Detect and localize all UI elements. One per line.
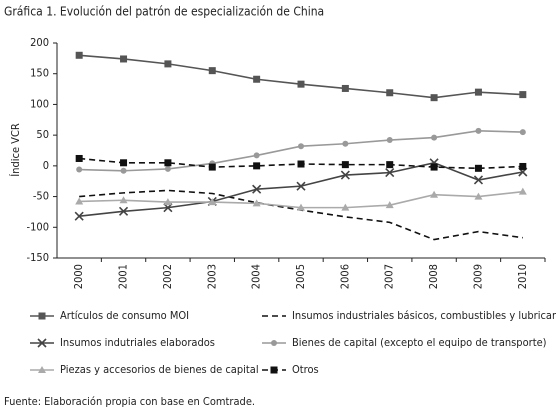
marker bbox=[253, 75, 261, 83]
marker bbox=[252, 199, 261, 207]
marker bbox=[386, 137, 393, 144]
marker bbox=[75, 197, 84, 205]
marker bbox=[252, 184, 262, 194]
marker bbox=[430, 190, 439, 198]
marker bbox=[76, 166, 83, 173]
x-tick-label: 2006 bbox=[338, 264, 351, 289]
marker bbox=[519, 91, 527, 99]
y-tick-label: -150 bbox=[27, 251, 49, 264]
marker bbox=[253, 162, 261, 170]
marker bbox=[163, 198, 172, 206]
series-line bbox=[79, 189, 523, 241]
y-tick-label: 100 bbox=[30, 97, 49, 110]
marker bbox=[74, 211, 84, 221]
marker bbox=[75, 51, 83, 59]
marker bbox=[518, 187, 527, 195]
marker bbox=[341, 84, 349, 92]
marker bbox=[474, 164, 482, 172]
marker bbox=[120, 55, 128, 63]
marker bbox=[475, 127, 482, 134]
legend-label: Piezas y accesorios de bienes de capital bbox=[60, 363, 259, 376]
marker bbox=[430, 163, 438, 171]
marker bbox=[37, 338, 47, 348]
marker bbox=[118, 206, 129, 216]
y-axis-label: Índice VCR bbox=[9, 123, 22, 177]
marker bbox=[430, 94, 438, 102]
marker bbox=[120, 167, 127, 174]
marker bbox=[270, 366, 278, 374]
marker bbox=[297, 80, 305, 88]
series-line bbox=[79, 54, 523, 99]
marker bbox=[474, 192, 483, 200]
marker bbox=[296, 181, 306, 191]
x-tick-label: 2000 bbox=[72, 264, 85, 289]
marker bbox=[341, 203, 350, 211]
marker bbox=[164, 60, 172, 68]
x-tick-label: 2002 bbox=[161, 264, 174, 289]
marker bbox=[208, 163, 216, 171]
marker bbox=[340, 170, 350, 180]
source: Fuente: Elaboración propia con base en C… bbox=[4, 395, 255, 408]
y-tick-label: 50 bbox=[36, 128, 49, 141]
marker bbox=[253, 152, 260, 159]
legend-label: Bienes de capital (excepto el equipo de … bbox=[292, 336, 547, 349]
marker bbox=[271, 340, 277, 346]
marker bbox=[298, 143, 304, 150]
y-tick-label: 200 bbox=[30, 36, 49, 49]
marker bbox=[297, 203, 305, 211]
marker bbox=[431, 134, 438, 141]
x-tick-label: 2004 bbox=[250, 264, 263, 289]
y-tick-label: 150 bbox=[30, 67, 49, 80]
marker bbox=[341, 161, 349, 169]
marker bbox=[164, 165, 171, 172]
marker bbox=[297, 160, 305, 168]
marker bbox=[385, 168, 395, 178]
marker bbox=[519, 162, 527, 170]
x-tick-label: 2010 bbox=[516, 264, 529, 289]
marker bbox=[208, 198, 217, 206]
marker bbox=[519, 129, 526, 136]
legend-label: Artículos de consumo MOI bbox=[60, 309, 189, 322]
marker bbox=[386, 161, 394, 169]
y-tick-label: -50 bbox=[33, 190, 49, 203]
x-tick-label: 2001 bbox=[117, 264, 130, 289]
marker bbox=[38, 312, 46, 320]
y-tick-label: 0 bbox=[43, 159, 49, 172]
marker bbox=[342, 140, 349, 147]
marker bbox=[386, 89, 394, 97]
x-tick-label: 2003 bbox=[205, 264, 218, 289]
y-tick-label: -100 bbox=[27, 220, 49, 233]
marker bbox=[120, 159, 128, 167]
marker bbox=[208, 67, 216, 75]
x-tick-label: 2008 bbox=[427, 264, 440, 289]
marker bbox=[385, 201, 394, 209]
legend-label: Insumos indutriales elaborados bbox=[60, 336, 215, 349]
legend-label: Otros bbox=[292, 363, 319, 376]
x-tick-label: 2007 bbox=[383, 264, 396, 289]
marker bbox=[473, 175, 484, 185]
chart-title: Gráfica 1. Evolución del patrón de espec… bbox=[4, 5, 324, 19]
marker bbox=[119, 196, 128, 204]
marker bbox=[38, 366, 46, 373]
marker bbox=[474, 88, 482, 96]
legend-label: Insumos industriales básicos, combustibl… bbox=[292, 309, 556, 322]
x-tick-label: 2005 bbox=[294, 264, 307, 289]
x-tick-label: 2009 bbox=[471, 264, 484, 289]
marker bbox=[164, 159, 172, 167]
marker bbox=[75, 154, 83, 162]
